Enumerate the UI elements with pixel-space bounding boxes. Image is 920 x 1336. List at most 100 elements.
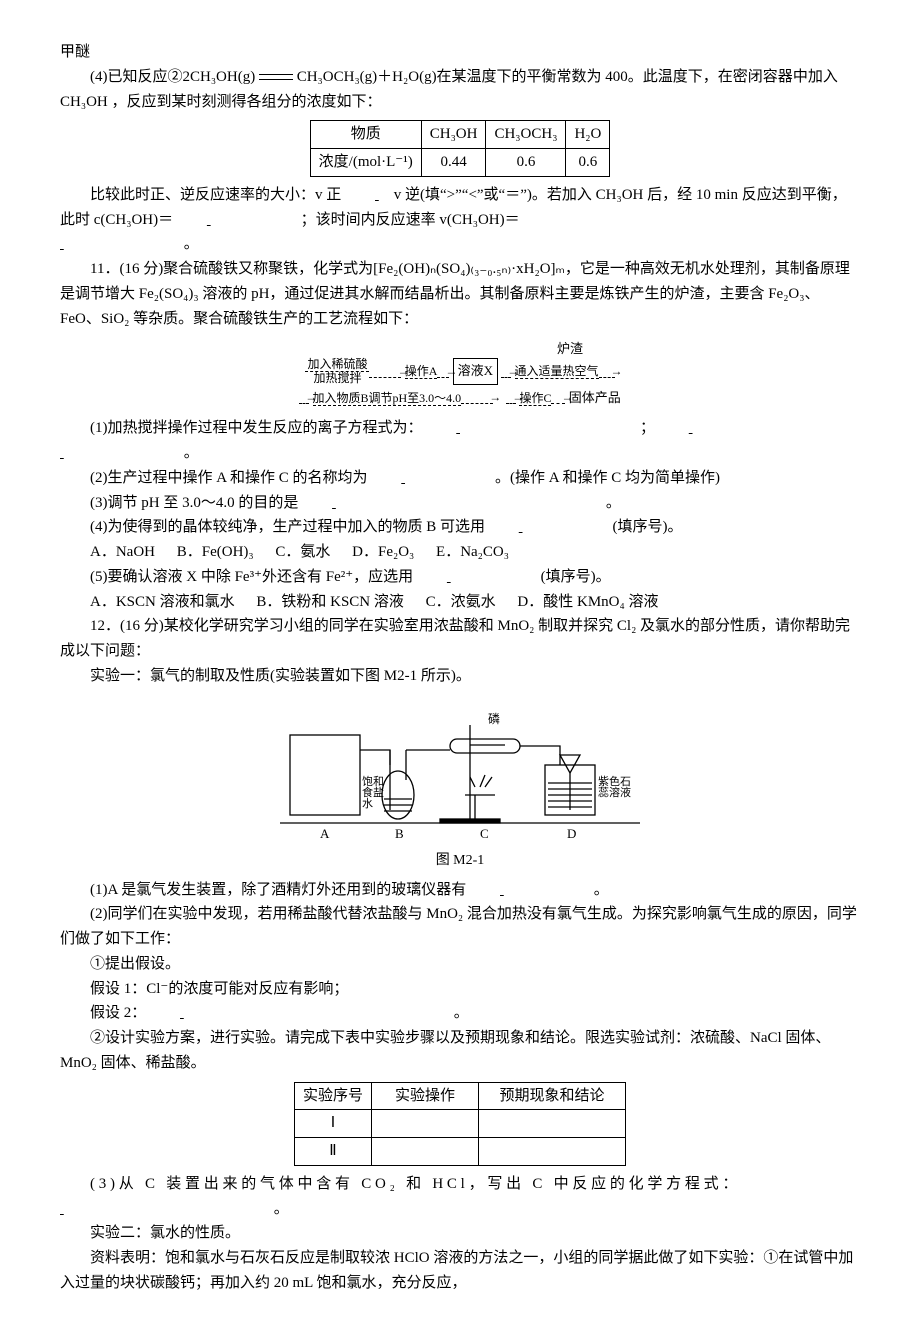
table-row: Ⅱ <box>294 1138 625 1166</box>
flow-s3: 通入适量热空气 <box>515 364 599 379</box>
dash-arrow-icon <box>599 366 615 377</box>
q4-table: 物质 CH₃OH CH₃OCH₃ H₂O 浓度/(mol·L⁻¹) 0.44 0… <box>310 120 611 177</box>
flow-end: 固体产品 <box>569 390 621 405</box>
q12-table: 实验序号 实验操作 预期现象和结论 Ⅰ Ⅱ <box>294 1082 626 1166</box>
dash-arrow-icon <box>506 393 516 404</box>
q11-p2: (2)生产过程中操作 A 和操作 C 的名称均为 。(操作 A 和操作 C 均为… <box>60 466 860 491</box>
td-r2: Ⅱ <box>294 1138 371 1166</box>
q11-p1b: ； <box>640 420 655 436</box>
q11-p1a: (1)加热搅拌操作过程中发生反应的离子方程式为： <box>90 420 423 436</box>
blank <box>60 441 180 466</box>
equilibrium-arrow-icon <box>259 72 293 82</box>
dash-arrow-icon <box>369 366 401 377</box>
q11-p4: (4)为使得到的晶体较纯净，生产过程中加入的物质 B 可选用 (填序号)。 <box>60 515 860 540</box>
q11-p3b: 。 <box>606 495 621 511</box>
fig-c: C <box>480 826 489 841</box>
th-c1: 实验序号 <box>294 1082 371 1110</box>
fig-label-right: 紫色石蕊溶液 <box>598 774 631 799</box>
blank <box>470 878 590 903</box>
blank <box>489 515 609 540</box>
table-row: 浓度/(mol·L⁻¹) 0.44 0.6 0.6 <box>310 149 610 177</box>
flow-step1: 加入稀硫酸 加热搅拌 <box>305 358 369 385</box>
td-r1: Ⅰ <box>294 1110 371 1138</box>
dash-arrow-icon <box>299 393 309 404</box>
q11-opts1: A．NaOH B．Fe(OH)₃ C．氨水 D．Fe₂O₃ E．Na₂CO₃ <box>60 540 860 565</box>
q11-p5a: (5)要确认溶液 X 中除 Fe³⁺外还含有 Fe²⁺，应选用 <box>90 569 413 585</box>
apparatus-diagram-icon: 磷 饱和食盐水 紫色石蕊溶液 A B C D <box>270 695 650 845</box>
q11-p2b: 。(操作 A 和操作 C 均为简单操作) <box>495 470 720 486</box>
flow-s5: 操作C <box>519 391 551 406</box>
q4-lead-a: (4)已知反应②2CH₃OH(g) <box>90 69 255 85</box>
q11-p3a: (3)调节 pH 至 3.0～4.0 的目的是 <box>90 495 298 511</box>
dash-arrow-icon <box>437 366 449 377</box>
dash-arrow-icon <box>461 393 493 404</box>
fig-caption: 图 M2-1 <box>60 849 860 872</box>
opt2-b: B．铁粉和 KSCN 溶液 <box>256 594 422 610</box>
q11-head: 11．(16 分)聚合硫酸铁又称聚铁，化学式为[Fe₂(OH)ₙ(SO₄)₍₃₋… <box>60 257 860 331</box>
blank <box>150 1001 450 1026</box>
q12-h2: 假设 2： 。 <box>60 1001 860 1026</box>
flow-s2: 操作A <box>405 364 438 379</box>
opt-b: B．Fe(OH)₃ <box>177 544 272 560</box>
q12-p3: (3)从 C 装置出来的气体中含有 CO₂ 和 HCl，写出 C 中反应的化学方… <box>60 1172 860 1197</box>
q11-p1-line2: 。 <box>60 441 860 466</box>
q4-cmp-d: 。 <box>184 236 199 252</box>
td-empty <box>372 1138 479 1166</box>
q12-p2: (2)同学们在实验中发现，若用稀盐酸代替浓盐酸与 MnO₂ 混合加热没有氯气生成… <box>60 902 860 952</box>
q4-cmp-a: 比较此时正、逆反应速率的大小：v 正 <box>90 187 341 203</box>
q11-p1: (1)加热搅拌操作过程中发生反应的离子方程式为： ； <box>60 416 860 441</box>
flow-s4: 加入物质B调节pH至3.0～4.0 <box>313 391 462 406</box>
td-v3: 0.6 <box>566 149 610 177</box>
fig-d: D <box>567 826 576 841</box>
q12-p1b: 。 <box>594 882 609 898</box>
flow-box-x: 溶液X <box>453 358 498 385</box>
th-ch3oh: CH₃OH <box>421 121 486 149</box>
q12-p3b: 。 <box>274 1201 289 1217</box>
q11-p4b: (填序号)。 <box>613 519 683 535</box>
q11-p2a: (2)生产过程中操作 A 和操作 C 的名称均为 <box>90 470 368 486</box>
q4-cmp-line2: 。 <box>60 232 860 257</box>
th-c2: 实验操作 <box>372 1082 479 1110</box>
flow-s1-bot: 加热搅拌 <box>305 372 369 385</box>
td-label: 浓度/(mol·L⁻¹) <box>310 149 421 177</box>
fig-label-mid: 磷 <box>488 711 500 726</box>
q4-compare: 比较此时正、逆反应速率的大小：v 正 v 逆(填“>”“<”或“＝”)。若加入 … <box>60 183 860 233</box>
q12-figure: 磷 饱和食盐水 紫色石蕊溶液 A B C D 图 M2-1 <box>60 695 860 872</box>
opt2-c: C．浓氨水 <box>426 594 514 610</box>
blank <box>177 208 297 233</box>
fragment-top: 甲醚 <box>60 40 860 65</box>
q11-p1c: 。 <box>184 445 199 461</box>
blank <box>659 416 704 441</box>
q12-p3-line2: 。 <box>60 1197 860 1222</box>
dash-arrow-icon <box>551 393 565 404</box>
opt-e: E．Na₂CO₃ <box>436 544 527 560</box>
blank <box>60 1197 270 1222</box>
blank <box>60 232 180 257</box>
q11-opts2: A．KSCN 溶液和氯水 B．铁粉和 KSCN 溶液 C．浓氨水 D．酸性 KM… <box>60 590 860 615</box>
q12-p1a: (1)A 是氯气发生装置，除了酒精灯外还用到的玻璃仪器有 <box>90 882 466 898</box>
q11-flowchart: 炉渣 加入稀硫酸 加热搅拌 操作A 溶液X 通入适量热空气 加入物质B调节pH至… <box>60 337 860 410</box>
blank <box>345 183 390 208</box>
q11-p5b: (填序号)。 <box>541 569 611 585</box>
blank <box>371 466 491 491</box>
td-v2: 0.6 <box>486 149 566 177</box>
opt-d: D．Fe₂O₃ <box>352 544 432 560</box>
th-ch3och3: CH₃OCH₃ <box>486 121 566 149</box>
q12-exp2-body: 资料表明：饱和氯水与石灰石反应是制取较浓 HClO 溶液的方法之一，小组的同学据… <box>60 1246 860 1296</box>
th-sub: 物质 <box>310 121 421 149</box>
table-row: Ⅰ <box>294 1110 625 1138</box>
opt-c: C．氨水 <box>275 544 348 560</box>
opt-a: A．NaOH <box>90 544 173 560</box>
q12-head: 12．(16 分)某校化学研究学习小组的同学在实验室用浓盐酸和 MnO₂ 制取并… <box>60 614 860 664</box>
opt2-d: D．酸性 KMnO₄ 溶液 <box>517 594 676 610</box>
td-v1: 0.44 <box>421 149 486 177</box>
td-empty <box>479 1138 626 1166</box>
q11-p5: (5)要确认溶液 X 中除 Fe³⁺外还含有 Fe²⁺，应选用 (填序号)。 <box>60 565 860 590</box>
q12-exp1-title: 实验一：氯气的制取及性质(实验装置如下图 M2-1 所示)。 <box>60 664 860 689</box>
q4-cmp-c: ；该时间内反应速率 v(CH₃OH)＝ <box>301 212 520 228</box>
blank <box>426 416 636 441</box>
th-c3: 预期现象和结论 <box>479 1082 626 1110</box>
th-h2o: H₂O <box>566 121 610 149</box>
q4-table-wrap: 物质 CH₃OH CH₃OCH₃ H₂O 浓度/(mol·L⁻¹) 0.44 0… <box>60 120 860 177</box>
q4-lead: (4)已知反应②2CH₃OH(g) CH₃OCH₃(g)＋H₂O(g)在某温度下… <box>60 65 860 115</box>
